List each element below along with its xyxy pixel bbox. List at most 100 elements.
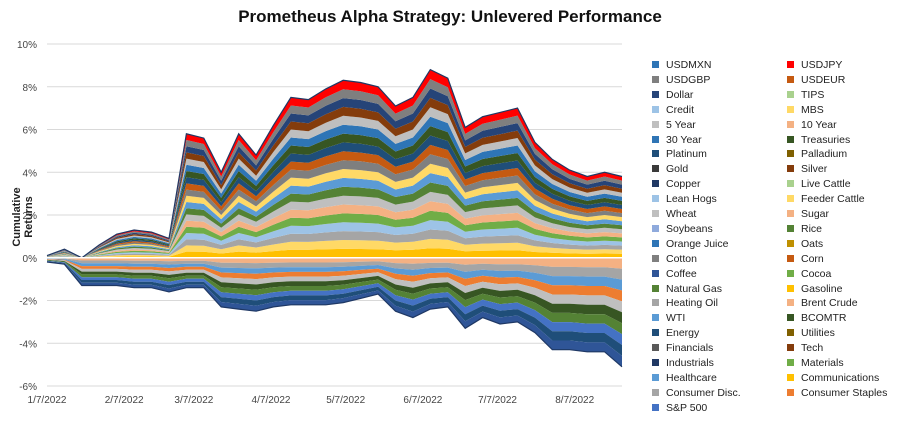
legend-swatch — [787, 210, 794, 217]
legend-label: BCOMTR — [801, 312, 847, 325]
area-band-positive — [47, 210, 622, 258]
legend-swatch — [787, 61, 794, 68]
legend-item: Live Cattle — [787, 177, 851, 191]
legend-item: Dollar — [652, 88, 693, 102]
y-tick-label: 8% — [23, 83, 38, 94]
x-tick-label: 7/7/2022 — [478, 395, 517, 406]
legend-item: Materials — [787, 356, 844, 370]
legend-label: Brent Crude — [801, 297, 858, 310]
legend-item: Silver — [787, 162, 827, 176]
x-tick-label: 3/7/2022 — [174, 395, 213, 406]
legend-item: Consumer Disc. — [652, 386, 741, 400]
legend-item: Energy — [652, 326, 699, 340]
legend-item: Copper — [652, 177, 700, 191]
legend-label: Feeder Cattle — [801, 193, 865, 206]
legend-item: Healthcare — [652, 371, 717, 385]
legend-label: TIPS — [801, 88, 825, 101]
legend-item: Corn — [787, 252, 824, 266]
legend-item: 5 Year — [652, 118, 696, 132]
legend-swatch — [787, 388, 794, 396]
legend-label: Consumer Disc. — [666, 386, 741, 399]
legend-item: Oats — [787, 237, 823, 251]
legend-item: Consumer Staples — [787, 386, 887, 400]
chart-title: Prometheus Alpha Strategy: Unlevered Per… — [238, 7, 662, 26]
legend-item: Gold — [652, 162, 688, 176]
legend-label: Sugar — [801, 208, 830, 220]
legend-item: Orange Juice — [652, 237, 728, 251]
area-band-negative — [47, 259, 622, 302]
legend-item: Coffee — [652, 267, 697, 281]
legend-swatch — [652, 388, 659, 396]
legend-item: Treasuries — [787, 133, 850, 147]
x-tick-label: 6/7/2022 — [403, 395, 442, 406]
x-tick-label: 5/7/2022 — [326, 395, 365, 406]
legend-item: Lean Hogs — [652, 192, 717, 206]
legend-label: Consumer Staples — [801, 386, 888, 399]
legend-swatch — [787, 120, 794, 128]
legend-item: Soybeans — [652, 222, 713, 236]
legend-item: Utilities — [787, 326, 835, 340]
legend-item: 30 Year — [652, 133, 702, 147]
legend-swatch — [787, 284, 794, 292]
legend-swatch — [787, 359, 794, 366]
legend-item: USDGBP — [652, 73, 710, 87]
legend-swatch — [787, 165, 794, 173]
legend-label: Copper — [666, 178, 701, 191]
area-band-negative — [47, 257, 622, 269]
area-band-positive — [47, 191, 622, 258]
legend-swatch — [787, 373, 794, 381]
area-band-positive — [47, 229, 622, 258]
legend-swatch — [652, 120, 659, 128]
legend-swatch — [652, 210, 659, 217]
legend-label: Gasoline — [801, 282, 843, 295]
x-tick-label: 1/7/2022 — [28, 395, 67, 406]
legend-item: Brent Crude — [787, 296, 858, 310]
legend-swatch — [652, 344, 659, 352]
legend-item: Palladium — [787, 147, 847, 161]
legend-label: Communications — [801, 371, 880, 384]
legend-swatch — [787, 90, 794, 98]
legend-label: Financials — [666, 342, 714, 355]
stacked-areas — [46, 68, 623, 368]
legend-swatch — [787, 269, 794, 277]
legend-item: MBS — [787, 103, 824, 117]
legend-label: MBS — [801, 103, 824, 116]
y-tick-label: 6% — [23, 126, 38, 137]
legend-item: WTI — [652, 311, 685, 325]
legend-label: 30 Year — [666, 133, 702, 146]
legend-swatch — [652, 359, 659, 366]
y-tick-label: 0% — [23, 254, 38, 265]
legend-item: Credit — [652, 103, 694, 117]
legend-label: 5 Year — [666, 118, 696, 131]
legend-swatch — [787, 105, 794, 113]
legend-swatch — [652, 224, 659, 232]
legend-swatch — [652, 180, 659, 188]
legend-swatch — [787, 314, 794, 322]
legend-swatch — [652, 299, 659, 307]
legend-item: Cotton — [652, 252, 697, 266]
legend-item: USDMXN — [652, 58, 712, 72]
y-tick-label: 10% — [17, 40, 37, 51]
legend-swatch — [787, 329, 794, 337]
legend-swatch — [652, 284, 659, 292]
legend-item: BCOMTR — [787, 311, 847, 325]
legend-swatch — [787, 135, 794, 143]
legend-label: Soybeans — [666, 222, 713, 235]
legend-label: Industrials — [666, 357, 714, 369]
legend-label: Coffee — [666, 267, 697, 280]
legend-item: Gasoline — [787, 282, 842, 296]
legend-label: Energy — [666, 327, 700, 340]
y-tick-label: 2% — [23, 211, 38, 222]
legend-label: Healthcare — [666, 371, 717, 384]
legend-label: Orange Juice — [666, 237, 729, 250]
area-band-negative — [47, 259, 622, 324]
legend-label: Cotton — [666, 252, 697, 265]
legend-item: Tech — [787, 341, 823, 355]
legend-item: Wheat — [652, 207, 696, 221]
legend-swatch — [652, 239, 659, 247]
legend-swatch — [787, 150, 794, 158]
legend-label: USDMXN — [666, 59, 712, 71]
legend-item: Heating Oil — [652, 296, 718, 310]
y-tick-label: 4% — [23, 168, 38, 179]
legend-swatch — [652, 61, 659, 68]
